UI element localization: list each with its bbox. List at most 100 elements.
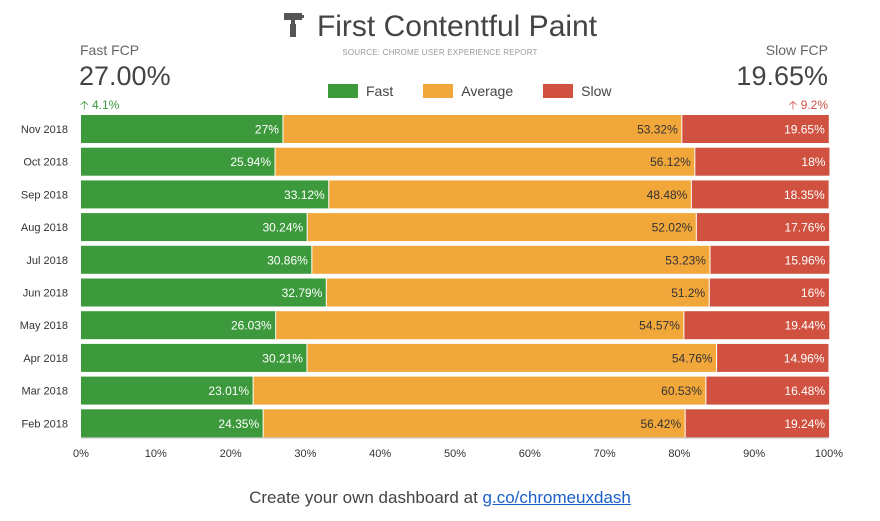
fast-fcp-label: Fast FCP — [80, 42, 140, 58]
legend-swatch-average — [423, 84, 454, 98]
data-label-average: 51.2% — [671, 286, 705, 300]
legend-label-fast: Fast — [366, 83, 394, 99]
data-label-average: 52.02% — [652, 221, 693, 235]
data-label-fast: 23.01% — [208, 384, 249, 398]
slow-fcp-delta: 🡡 9.2% — [789, 96, 828, 117]
bar-separator — [695, 213, 697, 242]
bar-separator — [681, 115, 683, 143]
data-label-fast: 26.03% — [231, 319, 272, 333]
bar-separator — [306, 343, 308, 372]
bar-separator — [705, 376, 707, 405]
bar-separator — [694, 147, 696, 176]
bar-average — [311, 245, 710, 274]
bar-fast — [81, 147, 276, 176]
bar-slow — [716, 343, 829, 372]
data-label-average: 54.57% — [639, 319, 680, 333]
bar-separator — [683, 311, 685, 340]
bar-fast — [81, 409, 264, 438]
bar-fast — [81, 213, 308, 242]
bar-separator — [311, 245, 313, 274]
fast-fcp-delta: 🡡 4.1% — [80, 96, 119, 117]
bar-separator — [306, 213, 308, 242]
data-label-fast: 30.86% — [267, 253, 308, 267]
bar-average — [253, 376, 706, 405]
category-label: May 2018 — [20, 320, 68, 332]
x-tick-label: 50% — [444, 448, 466, 460]
x-tick-label: 80% — [668, 448, 690, 460]
data-label-average: 54.76% — [672, 351, 713, 365]
bar-slow — [681, 115, 829, 143]
bar-slow — [683, 311, 830, 340]
chart-title: First Contentful Paint — [316, 10, 598, 43]
arrow-up-icon: 🡡 — [80, 98, 89, 112]
x-tick-label: 20% — [220, 448, 242, 460]
category-label: Jun 2018 — [23, 288, 68, 300]
bar-fast — [81, 115, 283, 143]
bar-fast — [81, 278, 327, 307]
legend-label-average: Average — [461, 83, 514, 99]
x-tick-label: 0% — [73, 448, 89, 460]
category-label: Oct 2018 — [23, 157, 68, 169]
data-label-average: 53.23% — [665, 253, 706, 267]
data-label-slow: 18.35% — [784, 188, 825, 202]
bar-average — [275, 311, 684, 340]
bar-slow — [694, 147, 830, 176]
data-label-average: 56.12% — [650, 155, 691, 169]
fast-fcp-delta-value: 4.1% — [91, 98, 120, 112]
bar-average — [275, 147, 695, 176]
bar-separator — [325, 278, 327, 307]
bar-average — [282, 115, 682, 143]
bar-average — [263, 409, 686, 438]
x-tick-label: 30% — [294, 448, 316, 460]
x-tick-label: 60% — [519, 448, 541, 460]
x-tick-label: 100% — [815, 448, 843, 460]
title-row: First Contentful Paint — [0, 10, 880, 44]
data-label-slow: 17.76% — [784, 221, 825, 235]
bar-separator — [684, 409, 686, 438]
category-label: Feb 2018 — [22, 418, 68, 430]
legend-item-slow: Slow — [543, 83, 612, 99]
data-label-fast: 24.35% — [218, 417, 259, 431]
legend-swatch-slow — [543, 84, 574, 98]
data-label-fast: 25.94% — [230, 155, 271, 169]
bar-fast — [81, 245, 312, 274]
data-label-fast: 30.21% — [262, 351, 303, 365]
data-label-slow: 16.48% — [784, 384, 825, 398]
data-label-average: 53.32% — [637, 123, 678, 137]
data-label-slow: 15.96% — [785, 253, 826, 267]
bar-slow — [696, 213, 830, 242]
data-label-slow: 19.44% — [785, 319, 826, 333]
legend-swatch-fast — [328, 84, 358, 98]
bar-separator — [252, 376, 254, 405]
data-label-fast: 32.79% — [282, 286, 323, 300]
category-label: Mar 2018 — [22, 386, 68, 398]
data-label-average: 48.48% — [647, 188, 688, 202]
bar-slow — [705, 376, 830, 405]
footer: Create your own dashboard at g.co/chrome… — [0, 488, 880, 508]
bar-fast — [81, 343, 307, 372]
data-label-average: 60.53% — [661, 384, 702, 398]
slow-fcp-value: 19.65% — [736, 61, 828, 91]
bar-separator — [709, 245, 711, 274]
bar-average — [307, 213, 697, 242]
fast-fcp-value: 27.00% — [79, 61, 171, 91]
chart-source: SOURCE: CHROME USER EXPERIENCE REPORT — [342, 48, 538, 57]
bar-slow — [685, 409, 830, 438]
bar-separator — [275, 311, 277, 340]
bar-separator — [716, 343, 718, 372]
category-label: Sep 2018 — [21, 189, 68, 201]
data-label-average: 56.42% — [640, 417, 681, 431]
legend-item-average: Average — [423, 83, 513, 99]
x-tick-label: 10% — [145, 448, 167, 460]
x-tick-label: 40% — [369, 448, 391, 460]
stacked-bar-chart: Nov 2018 27% 53.32% 19.65% Oct 2018 25.94% 56.… — [20, 115, 843, 460]
chart-legend: Fast Average Slow — [328, 83, 642, 99]
bar-separator — [282, 115, 284, 143]
category-label: Apr 2018 — [23, 353, 68, 365]
data-label-fast: 30.24% — [262, 221, 303, 235]
arrow-up-icon: 🡡 — [788, 98, 798, 112]
dashboard-link[interactable]: g.co/chromeuxdash — [482, 488, 631, 507]
category-label: Aug 2018 — [21, 222, 68, 234]
data-label-slow: 19.65% — [784, 123, 825, 137]
footer-text: Create your own dashboard at — [249, 488, 483, 507]
